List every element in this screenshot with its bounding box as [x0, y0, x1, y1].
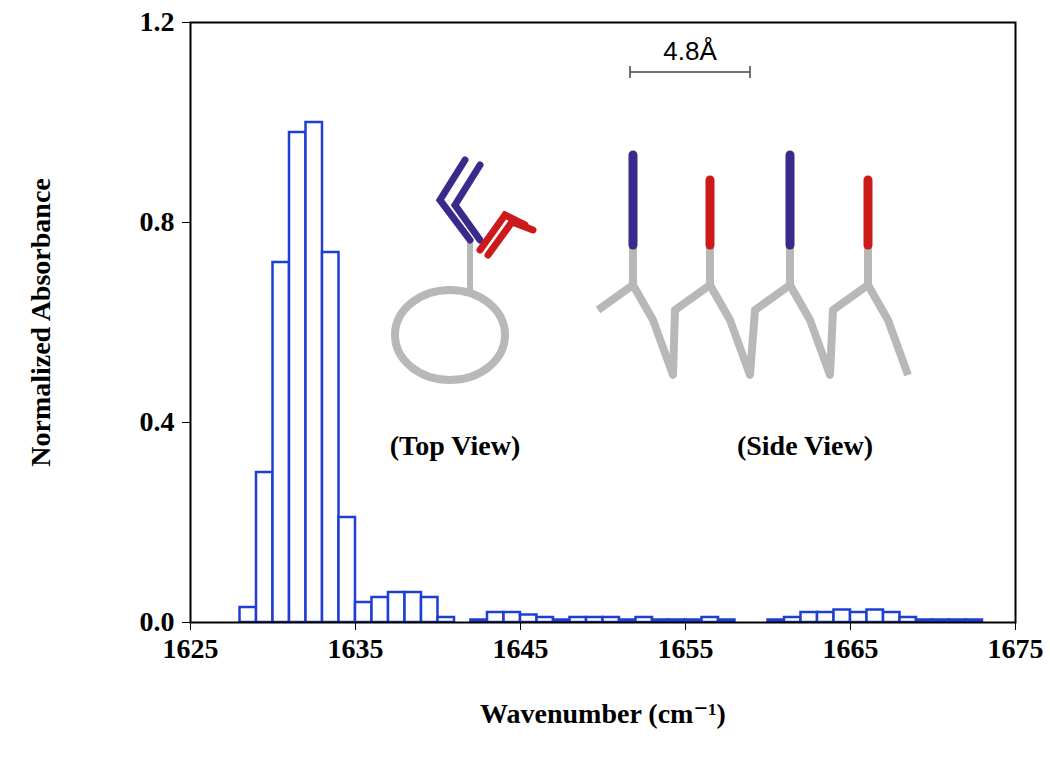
svg-text:1625: 1625 [163, 633, 219, 664]
svg-text:Wavenumber (cm⁻¹): Wavenumber (cm⁻¹) [480, 698, 726, 729]
svg-text:1635: 1635 [328, 633, 384, 664]
svg-text:Normalized Absorbance: Normalized Absorbance [25, 178, 56, 467]
svg-text:1665: 1665 [823, 633, 879, 664]
svg-text:4.8Å: 4.8Å [663, 36, 717, 66]
svg-text:1.2: 1.2 [140, 6, 175, 37]
svg-text:0.0: 0.0 [139, 606, 175, 638]
svg-text:1645: 1645 [493, 633, 549, 664]
svg-text:(Side View): (Side View) [737, 430, 873, 461]
svg-text:1675: 1675 [988, 633, 1044, 664]
svg-text:0.8: 0.8 [140, 206, 175, 237]
svg-text:1655: 1655 [658, 633, 714, 664]
svg-text:0.4: 0.4 [140, 406, 175, 437]
svg-text:(Top View): (Top View) [390, 430, 520, 461]
